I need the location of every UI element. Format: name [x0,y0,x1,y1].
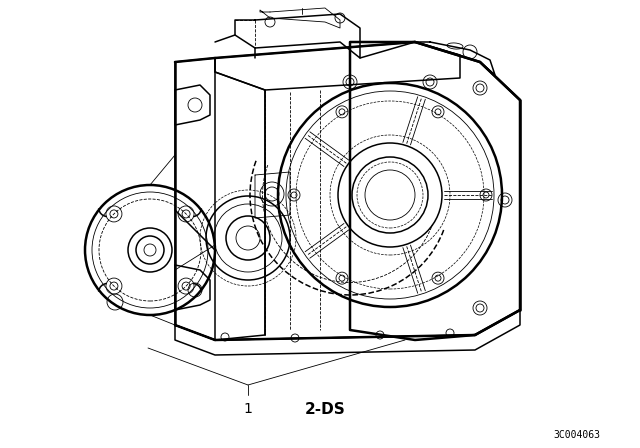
Text: 1: 1 [244,402,252,416]
Text: 3C004063: 3C004063 [553,430,600,440]
Text: 2-DS: 2-DS [305,402,346,417]
